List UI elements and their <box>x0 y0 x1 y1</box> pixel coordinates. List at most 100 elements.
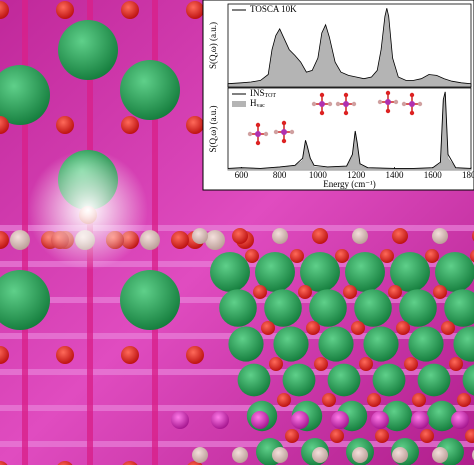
bond <box>0 405 474 411</box>
atom <box>264 289 302 327</box>
bond <box>0 369 474 375</box>
legend-name: TOSCA 10K <box>250 4 297 14</box>
atom <box>367 393 381 407</box>
atom <box>312 228 328 244</box>
area-fill <box>227 95 472 171</box>
atom <box>261 321 275 335</box>
atom <box>314 357 328 371</box>
atom <box>352 447 368 463</box>
legend-name: INS <box>250 88 265 98</box>
molecule-atom <box>417 101 423 107</box>
atom <box>186 1 204 19</box>
molecule-center <box>255 131 261 137</box>
molecule-atom <box>247 131 253 137</box>
legend-swatch <box>232 101 246 107</box>
atom <box>253 285 267 299</box>
atom <box>441 321 455 335</box>
area-fill <box>227 8 472 88</box>
atom <box>237 363 271 397</box>
x-tick-label: 1400 <box>385 170 404 180</box>
atom <box>330 429 344 443</box>
atom <box>363 326 399 362</box>
atom <box>282 363 316 397</box>
atom <box>186 116 204 134</box>
atom <box>285 429 299 443</box>
x-tick-label: 1000 <box>309 170 328 180</box>
molecule-center <box>343 101 349 107</box>
x-tick-label: 600 <box>235 170 249 180</box>
atom <box>272 447 288 463</box>
molecule-atom <box>401 101 407 107</box>
bond <box>0 441 474 447</box>
molecule-atom <box>289 129 295 135</box>
atom <box>121 346 139 364</box>
atom <box>245 249 259 263</box>
atom <box>388 285 402 299</box>
atom <box>381 400 413 432</box>
atom <box>411 411 429 429</box>
atom <box>470 249 474 263</box>
molecule-atom <box>281 138 287 144</box>
atom <box>425 249 439 263</box>
atom <box>399 289 437 327</box>
legend-label: TOSCA 10K <box>250 4 297 14</box>
atom <box>171 411 189 429</box>
atom <box>219 289 257 327</box>
atom <box>120 270 180 330</box>
x-tick-label: 800 <box>273 170 287 180</box>
atom <box>451 411 469 429</box>
atom <box>352 228 368 244</box>
atom <box>322 393 336 407</box>
atom <box>0 461 8 465</box>
x-axis-label: Energy (cm⁻¹) <box>323 179 376 189</box>
legend-label: Hvac <box>250 98 265 109</box>
atom <box>122 461 138 465</box>
legend-name: H <box>250 98 257 108</box>
atom <box>56 346 74 364</box>
atom <box>408 326 444 362</box>
atom <box>312 447 328 463</box>
atom <box>290 249 304 263</box>
atom <box>291 411 309 429</box>
molecule-atom <box>393 99 399 105</box>
atom <box>232 228 248 244</box>
atom <box>0 346 9 364</box>
atom <box>457 393 471 407</box>
atom <box>444 289 474 327</box>
y-axis-label: S(Q,ω) (a.u.) <box>208 22 218 69</box>
atom <box>392 228 408 244</box>
atom <box>371 411 389 429</box>
atom <box>396 321 410 335</box>
atom <box>10 230 30 250</box>
atom <box>318 326 354 362</box>
atom <box>255 252 295 292</box>
atom <box>205 230 225 250</box>
bond <box>0 225 474 231</box>
atom <box>228 326 264 362</box>
atom <box>269 357 283 371</box>
x-tick-label: 1600 <box>424 170 443 180</box>
y-axis-label: S(Q,ω) (a.u.) <box>208 106 218 153</box>
atom <box>140 230 160 250</box>
molecule-atom <box>319 110 325 116</box>
molecule-atom <box>343 110 349 116</box>
light-glow <box>28 150 148 270</box>
atom <box>121 116 139 134</box>
atom <box>462 364 474 396</box>
inset-panel <box>202 0 474 191</box>
molecule-atom <box>377 99 383 105</box>
x-tick-label: 1200 <box>347 170 366 180</box>
atom <box>298 285 312 299</box>
atom <box>351 321 365 335</box>
atom <box>372 363 406 397</box>
atom <box>186 346 204 364</box>
atom <box>465 429 474 443</box>
molecule-atom <box>351 101 357 107</box>
atom <box>390 252 430 292</box>
atom <box>57 461 73 465</box>
atom <box>0 1 9 19</box>
atom <box>327 363 361 397</box>
molecule-atom <box>263 131 269 137</box>
atom <box>335 249 349 263</box>
